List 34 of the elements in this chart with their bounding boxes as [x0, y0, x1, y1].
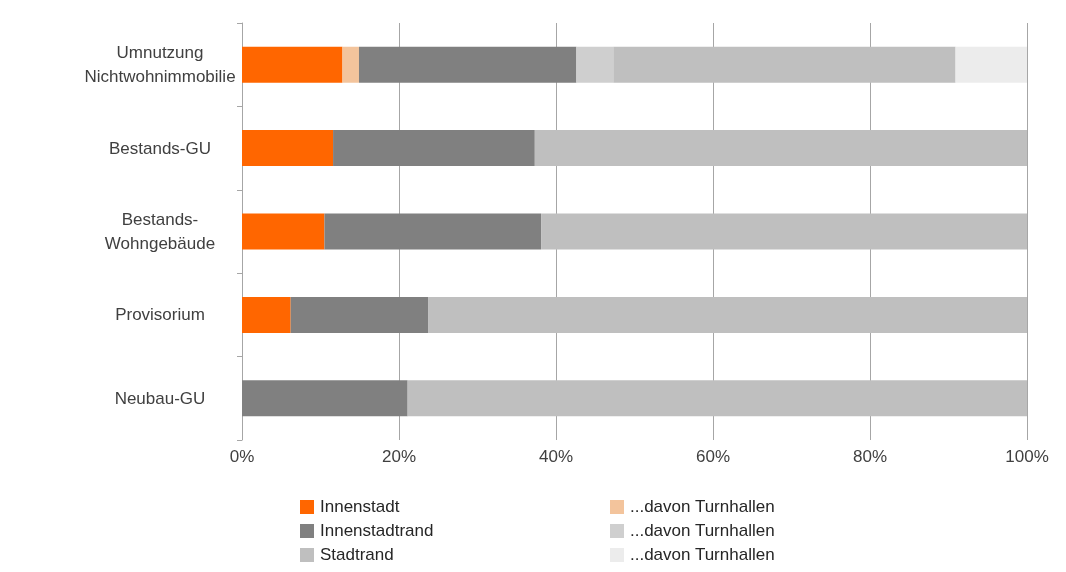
x-tick-label: 40%	[538, 447, 574, 466]
bar	[358, 46, 577, 83]
legend-label: Stadtrand	[320, 545, 394, 564]
x-tick-label: 0%	[229, 447, 255, 466]
bar	[242, 130, 334, 167]
y-tick-label: Provisorium	[115, 305, 205, 325]
bar	[333, 130, 535, 167]
y-tick-label: Neubau-GU	[114, 388, 206, 408]
bar	[613, 46, 956, 83]
x-tick-label: 60%	[695, 447, 731, 466]
x-tick-label: 100%	[1005, 447, 1049, 466]
bar	[242, 46, 343, 83]
bar	[955, 46, 1027, 83]
bar	[242, 213, 325, 250]
x-tick-label: 20%	[381, 447, 417, 466]
bar	[541, 213, 1027, 250]
bar	[324, 213, 542, 250]
bar	[428, 296, 1027, 333]
bar	[242, 296, 291, 333]
y-tick-label: Bestands- Wohngebäude	[104, 210, 216, 253]
bar	[534, 130, 1027, 167]
bar	[342, 46, 359, 83]
legend-label: Innenstadt	[320, 497, 400, 516]
legend-label: ...davon Turnhallen	[630, 497, 775, 516]
legend-label: ...davon Turnhallen	[630, 521, 775, 540]
bar	[290, 296, 429, 333]
y-tick-label: Bestands-GU	[108, 138, 212, 158]
x-tick-label: 80%	[852, 447, 888, 466]
y-tick-label: Umnutzung Nichtwohnimmobilie	[84, 43, 236, 87]
legend-label: Innenstadtrand	[320, 521, 434, 540]
bar	[242, 380, 408, 417]
bar	[576, 46, 614, 83]
bar	[407, 380, 1027, 417]
legend-label: ...davon Turnhallen	[630, 545, 775, 564]
